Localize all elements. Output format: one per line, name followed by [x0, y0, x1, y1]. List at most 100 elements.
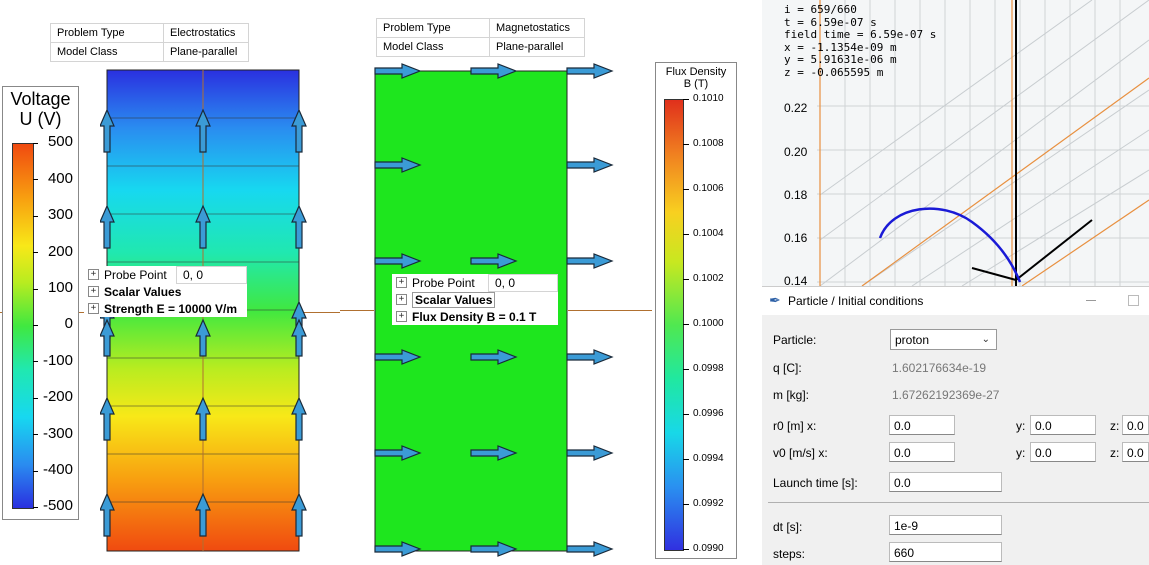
scalar-values-row[interactable]: + Scalar Values: [84, 283, 247, 300]
charge-label: q [C]:: [773, 361, 802, 375]
y-tick-label: 0.22: [784, 101, 808, 115]
property-key: Problem Type: [50, 23, 164, 43]
property-key: Model Class: [376, 37, 490, 57]
colorbar-tick-label: 300: [47, 206, 73, 223]
colorbar-tick-label: 0.1002: [693, 273, 724, 284]
r0-label: r0 [m] x:: [773, 419, 817, 433]
colorbar-ticks: [33, 143, 39, 509]
probe-point-label: Probe Point: [104, 267, 167, 282]
colorbar-gradient: [12, 143, 34, 509]
r0-y-input[interactable]: 0.0: [1030, 415, 1096, 435]
scalar-values-label: Scalar Values: [104, 284, 182, 299]
expand-icon[interactable]: +: [88, 269, 99, 280]
colorbar-tick-label: 0.0994: [693, 453, 724, 464]
particle-dialog: ✒ Particle / Initial conditions Particle…: [762, 286, 1149, 565]
flux-density-label: Flux Density B = 0.1 T: [412, 309, 537, 324]
v0-label: v0 [m/s] x:: [773, 446, 828, 460]
v0-z-label: z:: [1110, 446, 1120, 460]
y-tick-label: 0.16: [784, 231, 808, 245]
x-axis-line: [568, 310, 652, 311]
property-key: Problem Type: [376, 18, 490, 38]
colorbar-tick-label: 0.1000: [693, 318, 724, 329]
maximize-icon[interactable]: [1128, 295, 1139, 306]
colorbar-tick-label: 0.0996: [693, 408, 724, 419]
colorbar-unit: B (T): [683, 78, 709, 90]
table-row: Model Class Plane-parallel: [50, 42, 249, 62]
launch-time-input[interactable]: 0.0: [889, 472, 1002, 492]
r0-y-label: y:: [1016, 419, 1026, 433]
colorbar-tick-label: 0: [64, 315, 73, 332]
dialog-titlebar[interactable]: ✒ Particle / Initial conditions: [762, 287, 1149, 315]
colorbar-tick-label: -400: [42, 461, 73, 478]
probe-point-row[interactable]: + Probe Point 0, 0: [84, 265, 247, 284]
probe-point-label: Probe Point: [412, 275, 475, 290]
table-row: Model Class Plane-parallel: [376, 37, 585, 57]
colorbar-tick-label: 0.1004: [693, 228, 724, 239]
colorbar-tick-label: 0.0998: [693, 363, 724, 374]
y-tick-label: 0.20: [784, 145, 808, 159]
v0-x-input[interactable]: 0.0: [889, 442, 955, 462]
mass-label: m [kg]:: [773, 388, 810, 402]
y-tick-label: 0.14: [784, 274, 808, 286]
particle-trajectory: [878, 207, 1022, 283]
dt-label: dt [s]:: [773, 520, 803, 534]
feather-icon: ✒: [769, 292, 781, 308]
colorbar-tick-label: 500: [47, 133, 73, 150]
colorbar-tick-label: 400: [47, 170, 73, 187]
colorbar-tick-label: -200: [42, 388, 73, 405]
magneto-properties-table: Problem Type Magnetostatics Model Class …: [376, 18, 585, 57]
v0-y-input[interactable]: 0.0: [1030, 442, 1096, 462]
y-tick-label: 0.18: [784, 188, 808, 202]
probe-point-row[interactable]: + Probe Point 0, 0: [392, 273, 558, 292]
particle-label: Particle:: [773, 333, 817, 347]
r0-z-input[interactable]: 0.0: [1122, 415, 1149, 435]
dt-input[interactable]: 1e-9: [889, 515, 1002, 535]
magneto-probe-panel: + Probe Point 0, 0 + Scalar Values + Flu…: [392, 273, 558, 325]
property-value: Magnetostatics: [489, 18, 585, 38]
x-axis-line: [340, 310, 374, 311]
colorbar-title: Flux Density: [665, 66, 727, 78]
r0-z-label: z:: [1110, 419, 1120, 433]
scalar-values-row[interactable]: + Scalar Values: [392, 291, 558, 308]
steps-label: steps:: [773, 547, 806, 561]
v0-z-input[interactable]: 0.0: [1122, 442, 1149, 462]
colorbar-tick-label: 100: [47, 279, 73, 296]
colorbar-tick-label: 0.1006: [693, 183, 724, 194]
colorbar-tick-label: -500: [42, 497, 73, 514]
separator: [768, 502, 1149, 503]
colorbar-tick-label: 0.1008: [693, 138, 724, 149]
strength-row[interactable]: + Strength E = 10000 V/m: [84, 300, 247, 317]
probe-point-value: 0, 0: [176, 265, 247, 284]
colorbar-tick-label: 200: [47, 243, 73, 260]
colorbar-tick-label: 0.1010: [693, 93, 724, 104]
r0-x-input[interactable]: 0.0: [889, 415, 955, 435]
voltage-colorbar: Voltage U (V) 500 400 300 200 100 0 -100…: [2, 86, 79, 520]
field-arrows: [374, 63, 614, 557]
colorbar-tick-label: -300: [42, 425, 73, 442]
electro-properties-table: Problem Type Electrostatics Model Class …: [50, 23, 249, 62]
flux-density-colorbar: Flux Density B (T) 0.1010 0.1008 0.1006 …: [655, 62, 737, 559]
expand-icon[interactable]: +: [88, 303, 99, 314]
table-row: Problem Type Magnetostatics: [376, 18, 585, 38]
scalar-values-label: Scalar Values: [412, 291, 496, 308]
minimize-icon[interactable]: [1086, 300, 1096, 301]
colorbar-tick-label: -100: [42, 352, 73, 369]
flux-density-row[interactable]: + Flux Density B = 0.1 T: [392, 308, 558, 325]
launch-time-label: Launch time [s]:: [773, 476, 858, 490]
simulation-info-text: i = 659/660 t = 6.59e-07 s field time = …: [784, 3, 937, 79]
v0-y-label: y:: [1016, 446, 1026, 460]
trajectory-canvas: [817, 0, 1149, 286]
particle-select[interactable]: proton ⌄: [890, 329, 997, 350]
steps-input[interactable]: 660: [889, 542, 1002, 562]
trajectory-3d-plot[interactable]: 0.22 0.20 0.18 0.16 0.14: [762, 0, 1149, 286]
field-arrows: [100, 108, 307, 537]
colorbar-tick-label: 0.0990: [693, 543, 724, 554]
dialog-title: Particle / Initial conditions: [788, 294, 924, 308]
table-row: Problem Type Electrostatics: [50, 23, 249, 43]
colorbar-unit: U (V): [19, 109, 62, 129]
expand-icon[interactable]: +: [396, 294, 407, 305]
expand-icon[interactable]: +: [396, 277, 407, 288]
colorbar-gradient: [664, 99, 684, 551]
expand-icon[interactable]: +: [88, 286, 99, 297]
expand-icon[interactable]: +: [396, 311, 407, 322]
